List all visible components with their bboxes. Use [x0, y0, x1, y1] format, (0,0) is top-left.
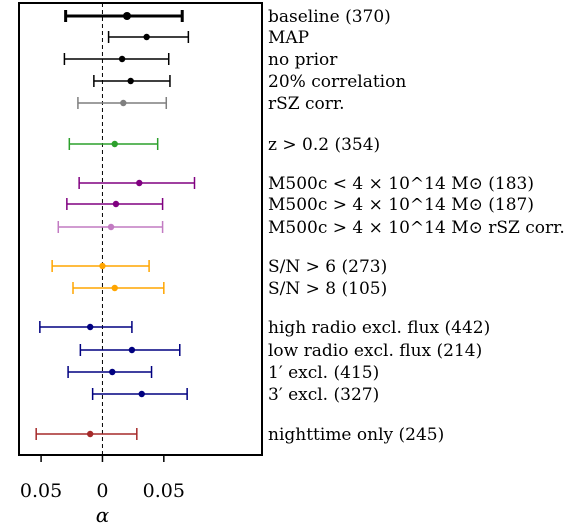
point-marker [138, 390, 145, 398]
point-marker [127, 77, 134, 85]
row-label: baseline (370) [268, 7, 391, 27]
errorbar-row [79, 344, 181, 356]
x-tick-label: 0 [96, 480, 108, 502]
point-marker [112, 200, 120, 208]
errorbar-row [72, 282, 165, 294]
x-axis: 0.05 0 0.05 [20, 455, 185, 502]
errorbar-row [91, 388, 188, 400]
point-marker [86, 323, 94, 331]
x-tick-label: 0.05 [20, 480, 62, 502]
errorbar-row [51, 260, 150, 272]
errorbar-row [107, 31, 190, 43]
point-marker [143, 33, 150, 41]
plot-frame [18, 2, 263, 456]
point-marker [120, 99, 127, 107]
row-label: M500c > 4 × 10^14 M⊙ rSZ corr. [268, 218, 565, 238]
errorbar-row [66, 198, 164, 210]
x-axis-title: α [96, 503, 110, 527]
row-label: z > 0.2 (354) [268, 135, 380, 155]
errorbar-row [35, 428, 138, 440]
point-marker [111, 140, 118, 148]
row-label: nighttime only (245) [268, 425, 444, 445]
row-label: no prior [268, 50, 338, 70]
point-marker [128, 346, 136, 354]
errorbar-row [78, 177, 196, 189]
point-marker [111, 284, 118, 292]
errorbar-row [63, 53, 170, 65]
point-marker [86, 430, 94, 438]
point-marker [123, 12, 131, 20]
errorbar-row [93, 75, 171, 87]
x-tick-label: 0.05 [143, 480, 185, 502]
errorbar-row [68, 138, 159, 150]
point-marker [99, 262, 106, 270]
row-label: S/N > 8 (105) [268, 279, 387, 299]
point-marker [109, 368, 116, 376]
row-label: M500c > 4 × 10^14 M⊙ (187) [268, 195, 534, 215]
row-label: S/N > 6 (273) [268, 257, 387, 277]
errorbar-row [64, 10, 184, 22]
point-marker [136, 179, 143, 187]
row-label: MAP [268, 28, 309, 48]
errorbar-row [77, 97, 168, 109]
row-label: 3′ excl. (327) [268, 385, 379, 405]
row-label: low radio excl. flux (214) [268, 341, 482, 361]
row-label: 1′ excl. (415) [268, 363, 379, 383]
row-label: rSZ corr. [268, 94, 345, 114]
point-marker [118, 55, 126, 63]
errorbar-row [57, 221, 164, 233]
row-label: high radio excl. flux (442) [268, 318, 490, 338]
row-label: 20% correlation [268, 72, 406, 92]
errorbar-row [39, 321, 133, 333]
errorbar-row [67, 366, 153, 378]
point-marker [107, 223, 115, 231]
row-label: M500c < 4 × 10^14 M⊙ (183) [268, 174, 534, 194]
errorbar-marks [35, 10, 196, 440]
